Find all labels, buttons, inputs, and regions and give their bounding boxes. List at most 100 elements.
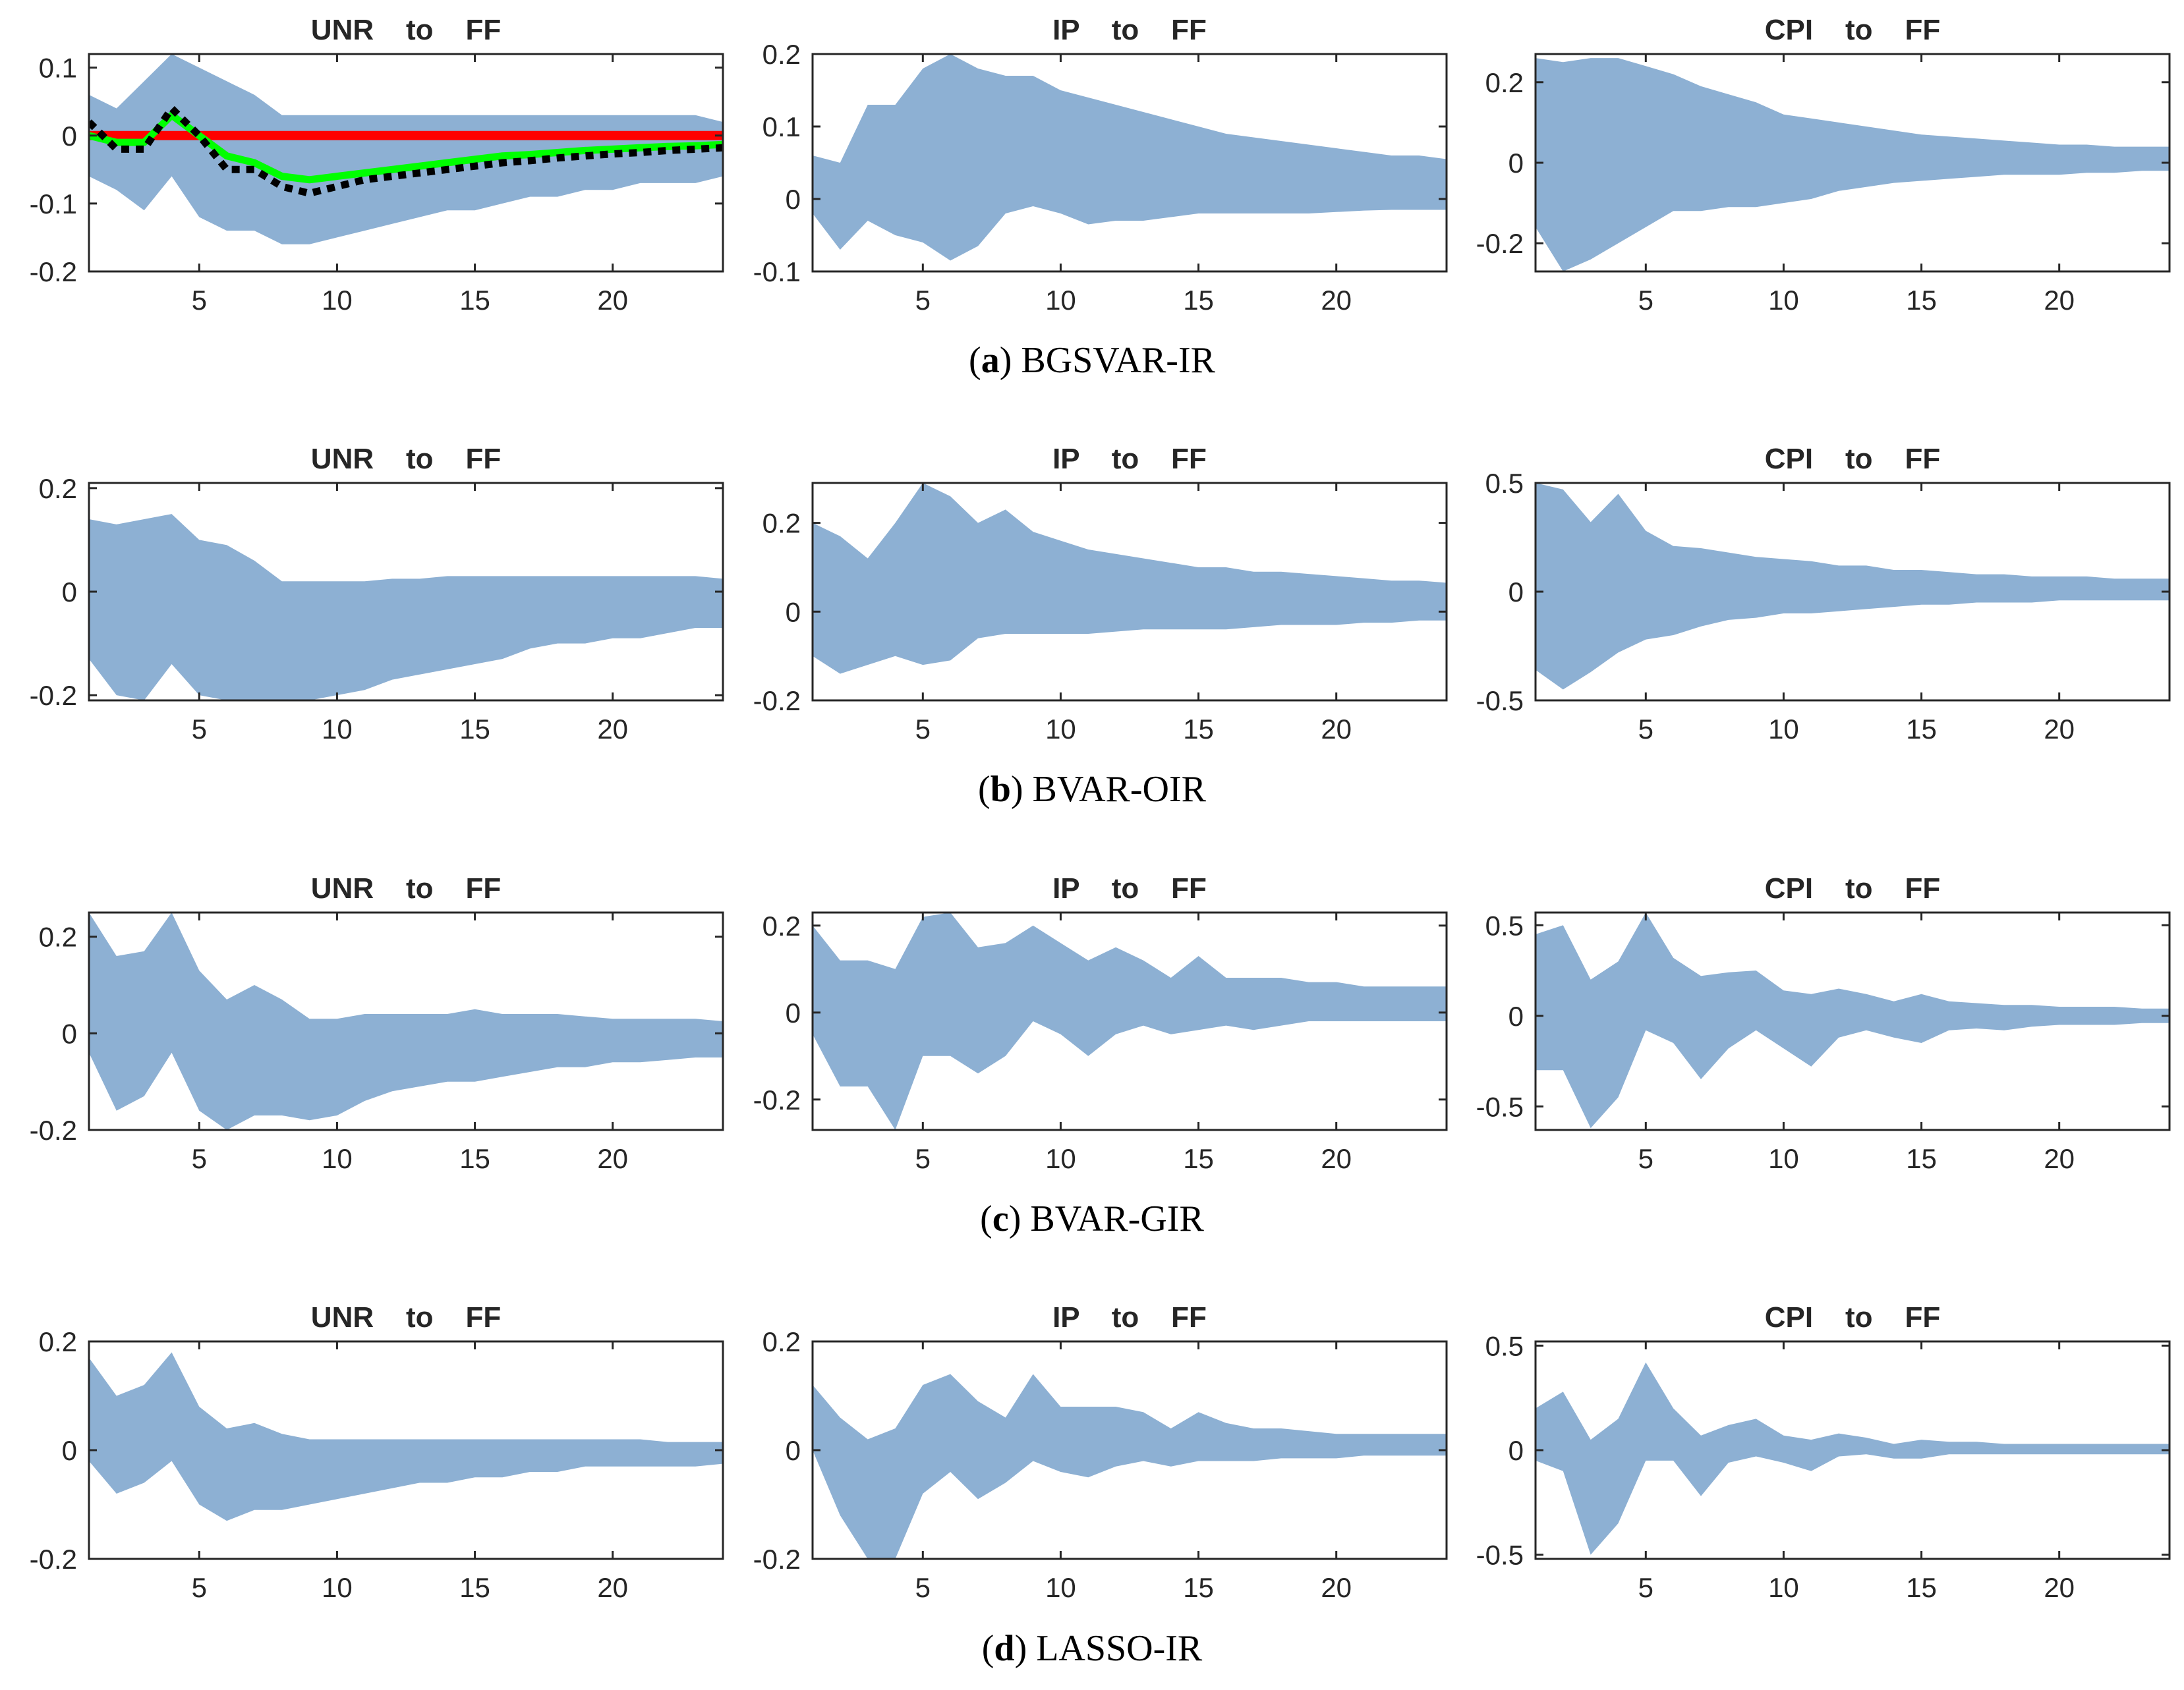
y-tick-label: 0 [62,121,77,152]
caption-close-paren: ) [1011,769,1033,810]
x-tick-label: 20 [1321,1143,1352,1174]
y-tick-label: 0 [1509,1001,1524,1032]
panel-a-unr: 5 10 15 20 -0.2 -0.1 0 0.1 UNR to FF [30,14,724,316]
panel-b-ip: 5 10 15 20 -0.2 0 0.2 IP to FF [753,443,1448,745]
axes-box [811,911,1448,1131]
x-tick-label: 15 [1183,714,1214,745]
caption-row-b: (b) BVAR-OIR [978,769,1207,810]
y-tick-label: 0 [786,1435,801,1466]
x-tick-label: 10 [322,1572,353,1603]
y-tick-label: 0 [786,184,801,215]
y-tick-label: -0.5 [1476,1091,1524,1122]
y-tick-label: 0.5 [1485,1330,1524,1361]
y-tick-label: -0.2 [753,685,801,716]
svg-text:(c) BVAR-GIR: (c) BVAR-GIR [980,1198,1204,1239]
panel-a-cpi: 5 10 15 20 -0.2 0 0.2 CPI to FF [1476,14,2171,316]
caption-letter: b [991,769,1011,810]
caption-text: BVAR-OIR [1033,769,1207,810]
panel-title: UNR to FF [311,443,501,475]
credible-band [89,1352,723,1521]
caption-letter: c [992,1198,1009,1239]
x-tick-label: 10 [1045,1143,1076,1174]
x-tick-label: 5 [1638,285,1653,316]
credible-band [813,483,1447,674]
y-tick-label: 0 [62,1435,77,1466]
caption-text: BGSVAR-IR [1021,340,1215,381]
x-tick-label: 15 [459,1143,490,1174]
y-tick-label: 0.2 [762,911,801,942]
credible-band [1536,913,2170,1129]
caption-open-paren: ( [969,340,981,381]
y-tick-label: -0.2 [753,1544,801,1575]
x-tick-label: 5 [915,285,931,316]
x-tick-label: 15 [1906,714,1937,745]
y-tick-label: -0.2 [753,1084,801,1115]
credible-band [89,54,723,244]
caption-close-paren: ) [1015,1628,1037,1669]
panel-title: IP to FF [1052,872,1207,905]
x-tick-label: 20 [2044,1143,2075,1174]
caption-row-c: (c) BVAR-GIR [980,1198,1204,1239]
x-tick-label: 15 [1906,285,1937,316]
y-tick-label: 0 [1509,1435,1524,1466]
y-tick-label: 0.2 [39,473,77,504]
y-tick-label: 0 [1509,577,1524,607]
x-tick-label: 15 [1183,1572,1214,1603]
axes-box [1534,911,2171,1131]
y-tick-label: -0.1 [753,256,801,287]
x-tick-label: 15 [1906,1572,1937,1603]
x-tick-label: 10 [1768,1572,1799,1603]
x-tick-label: 5 [915,1572,931,1603]
x-tick-label: 10 [1045,714,1076,745]
y-tick-label: -0.1 [30,188,77,219]
x-tick-label: 10 [1045,1572,1076,1603]
series-dotted-line [89,105,723,197]
y-tick-label: 0 [786,998,801,1028]
x-tick-label: 5 [192,1143,207,1174]
y-tick-label: 0.2 [762,1326,801,1357]
y-tick-label: 0 [62,577,77,607]
y-tick-label: -0.5 [1476,685,1524,716]
x-tick-label: 5 [1638,1572,1653,1603]
panel-a-ip: 5 10 15 20 -0.1 0 0.1 0.2 IP to FF [753,14,1448,316]
panel-title: CPI to FF [1765,872,1940,905]
y-tick-label: -0.2 [30,1544,77,1575]
y-tick-label: 0.1 [762,111,801,142]
credible-band [1536,1362,2170,1555]
x-tick-label: 15 [459,285,490,316]
panel-title: CPI to FF [1765,14,1940,46]
y-tick-label: -0.2 [30,256,77,287]
y-tick-label: -0.2 [30,1115,77,1146]
caption-text: BVAR-GIR [1030,1198,1204,1239]
caption-close-paren: ) [1000,340,1021,381]
x-tick-label: 5 [1638,714,1653,745]
y-tick-label: 0 [62,1018,77,1049]
axes-box [88,911,724,1131]
x-tick-label: 15 [459,1572,490,1603]
x-tick-label: 5 [192,714,207,745]
x-tick-label: 5 [915,1143,931,1174]
x-tick-label: 20 [597,1143,628,1174]
panel-title: CPI to FF [1765,443,1940,475]
y-tick-label: 0.2 [1485,67,1524,98]
panel-title: IP to FF [1052,443,1207,475]
x-tick-label: 20 [1321,714,1352,745]
credible-band [813,1374,1447,1559]
x-tick-label: 10 [1045,285,1076,316]
x-tick-label: 10 [1768,285,1799,316]
x-tick-label: 20 [597,1572,628,1603]
caption-letter: a [981,340,1000,381]
svg-text:(d) LASSO-IR: (d) LASSO-IR [982,1628,1203,1669]
svg-text:(b) BVAR-OIR: (b) BVAR-OIR [978,769,1207,810]
x-tick-label: 20 [2044,285,2075,316]
y-tick-label: 0 [786,596,801,627]
caption-text: LASSO-IR [1036,1628,1203,1669]
panel-title: IP to FF [1052,1301,1207,1334]
credible-band [89,514,723,700]
x-tick-label: 5 [192,1572,207,1603]
svg-text:(a) BGSVAR-IR: (a) BGSVAR-IR [969,340,1216,381]
y-tick-label: 0.2 [762,39,801,70]
x-tick-label: 20 [597,285,628,316]
caption-close-paren: ) [1009,1198,1031,1239]
